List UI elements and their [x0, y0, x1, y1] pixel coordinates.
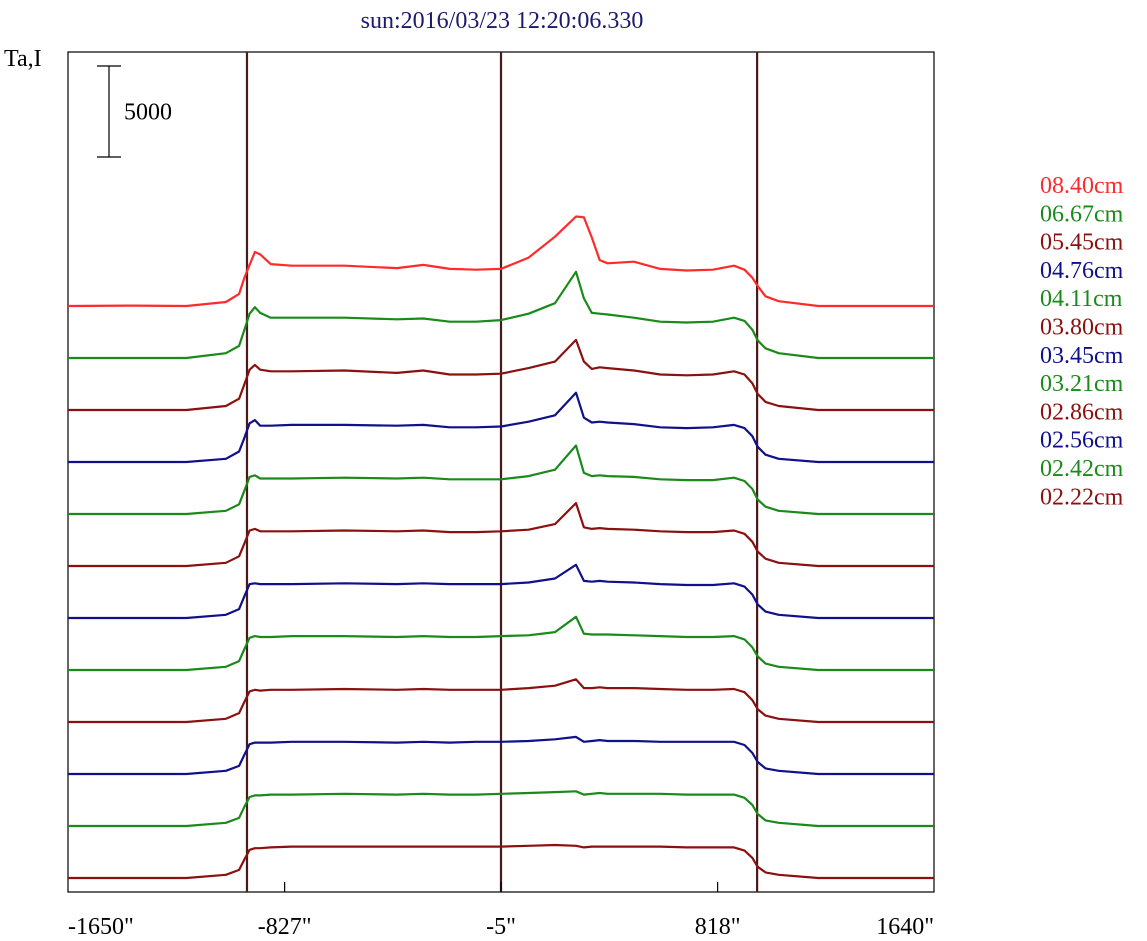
- series-line-02.42cm: [68, 790, 934, 828]
- series-line-06.67cm: [68, 270, 934, 360]
- legend-entry-04.11cm: 04.11cm: [1040, 286, 1123, 312]
- series-line-03.21cm: [68, 615, 934, 672]
- legend-entry-02.22cm: 02.22cm: [1040, 484, 1124, 510]
- series-line-08.40cm: [67, 215, 934, 308]
- legend-entry-05.45cm: 05.45cm: [1040, 230, 1124, 256]
- x-tick-label-3: 818": [695, 914, 741, 940]
- series-line-02.86cm: [68, 678, 934, 724]
- x-tick-label-1: -827": [258, 914, 312, 940]
- legend-entry-06.67cm: 06.67cm: [1040, 201, 1124, 227]
- series-line-04.76cm: [68, 391, 934, 464]
- series-line-03.45cm: [68, 563, 934, 620]
- series-line-02.22cm: [68, 843, 934, 880]
- series-line-04.11cm: [68, 444, 934, 516]
- series-line-03.80cm: [68, 502, 934, 568]
- scale-bar: 5000: [97, 65, 172, 158]
- legend-entry-02.86cm: 02.86cm: [1040, 399, 1124, 425]
- legend-entry-03.45cm: 03.45cm: [1040, 343, 1124, 369]
- legend-entry-04.76cm: 04.76cm: [1040, 258, 1124, 284]
- x-tick-label-2: -5": [486, 914, 516, 940]
- scale-bar-label: 5000: [124, 100, 172, 126]
- legend-entry-02.56cm: 02.56cm: [1040, 428, 1124, 454]
- x-tick-label-4: 1640": [876, 914, 934, 940]
- chart-title: sun:2016/03/23 12:20:06.330: [361, 8, 644, 34]
- legend-entry-08.40cm: 08.40cm: [1040, 173, 1124, 199]
- series-line-02.56cm: [68, 735, 934, 776]
- y-axis-label: Ta,I: [4, 46, 42, 72]
- series-line-05.45cm: [68, 338, 934, 412]
- legend-entry-03.21cm: 03.21cm: [1040, 371, 1124, 397]
- legend-entry-03.80cm: 03.80cm: [1040, 315, 1124, 341]
- x-tick-label-0: -1650": [68, 914, 134, 940]
- legend-entry-02.42cm: 02.42cm: [1040, 456, 1124, 482]
